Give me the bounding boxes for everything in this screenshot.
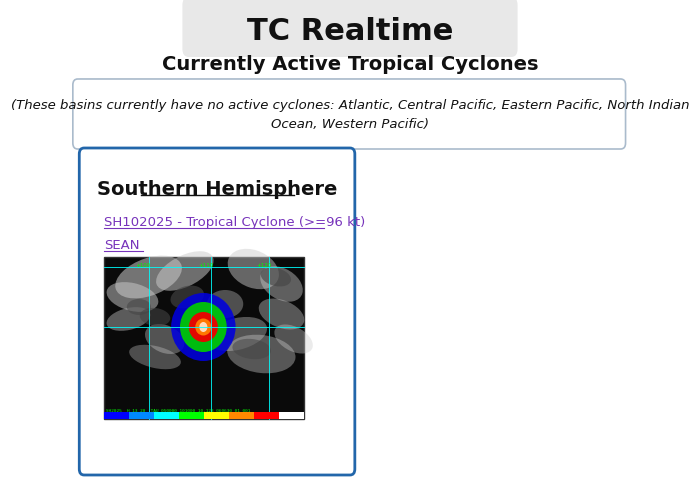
Text: Southern Hemisphere: Southern Hemisphere: [97, 180, 337, 199]
Ellipse shape: [171, 286, 204, 309]
Ellipse shape: [180, 302, 227, 352]
Ellipse shape: [106, 283, 158, 312]
Circle shape: [199, 322, 207, 333]
Ellipse shape: [274, 325, 313, 354]
Ellipse shape: [207, 290, 243, 318]
Ellipse shape: [232, 339, 271, 360]
Bar: [179, 412, 204, 419]
Ellipse shape: [140, 308, 170, 326]
Ellipse shape: [130, 345, 181, 369]
Ellipse shape: [106, 307, 150, 331]
Ellipse shape: [207, 318, 267, 351]
Text: +100: +100: [135, 263, 150, 268]
Text: +110: +110: [198, 263, 214, 268]
FancyBboxPatch shape: [79, 149, 355, 475]
Text: SEAN: SEAN: [104, 239, 140, 252]
Bar: [254, 412, 279, 419]
Ellipse shape: [116, 256, 182, 299]
Bar: [229, 412, 254, 419]
Ellipse shape: [127, 300, 151, 316]
Text: +120: +120: [256, 263, 272, 268]
Ellipse shape: [195, 319, 211, 336]
Text: SH102025 - Tropical Cyclone (>=96 kt): SH102025 - Tropical Cyclone (>=96 kt): [104, 216, 365, 229]
Bar: [104, 257, 304, 419]
Ellipse shape: [189, 312, 218, 342]
Text: TC Realtime: TC Realtime: [247, 16, 453, 45]
Ellipse shape: [259, 299, 304, 330]
Ellipse shape: [156, 252, 214, 291]
Bar: [154, 412, 179, 419]
Ellipse shape: [228, 249, 279, 289]
Ellipse shape: [228, 335, 295, 374]
Ellipse shape: [260, 267, 303, 302]
Text: Currently Active Tropical Cyclones: Currently Active Tropical Cyclones: [162, 55, 538, 75]
Ellipse shape: [171, 293, 236, 361]
Ellipse shape: [145, 324, 184, 354]
Text: (These basins currently have no active cyclones: Atlantic, Central Pacific, East: (These basins currently have no active c…: [10, 99, 690, 131]
FancyBboxPatch shape: [183, 0, 517, 58]
Ellipse shape: [260, 268, 291, 287]
Bar: [104, 412, 130, 419]
Text: SH2025  H 13 20  TAU 050000 101000 10.123 060630 01 001: SH2025 H 13 20 TAU 050000 101000 10.123 …: [106, 408, 250, 412]
Bar: [279, 412, 304, 419]
Bar: [204, 412, 229, 419]
Bar: [130, 412, 154, 419]
FancyBboxPatch shape: [73, 80, 626, 150]
